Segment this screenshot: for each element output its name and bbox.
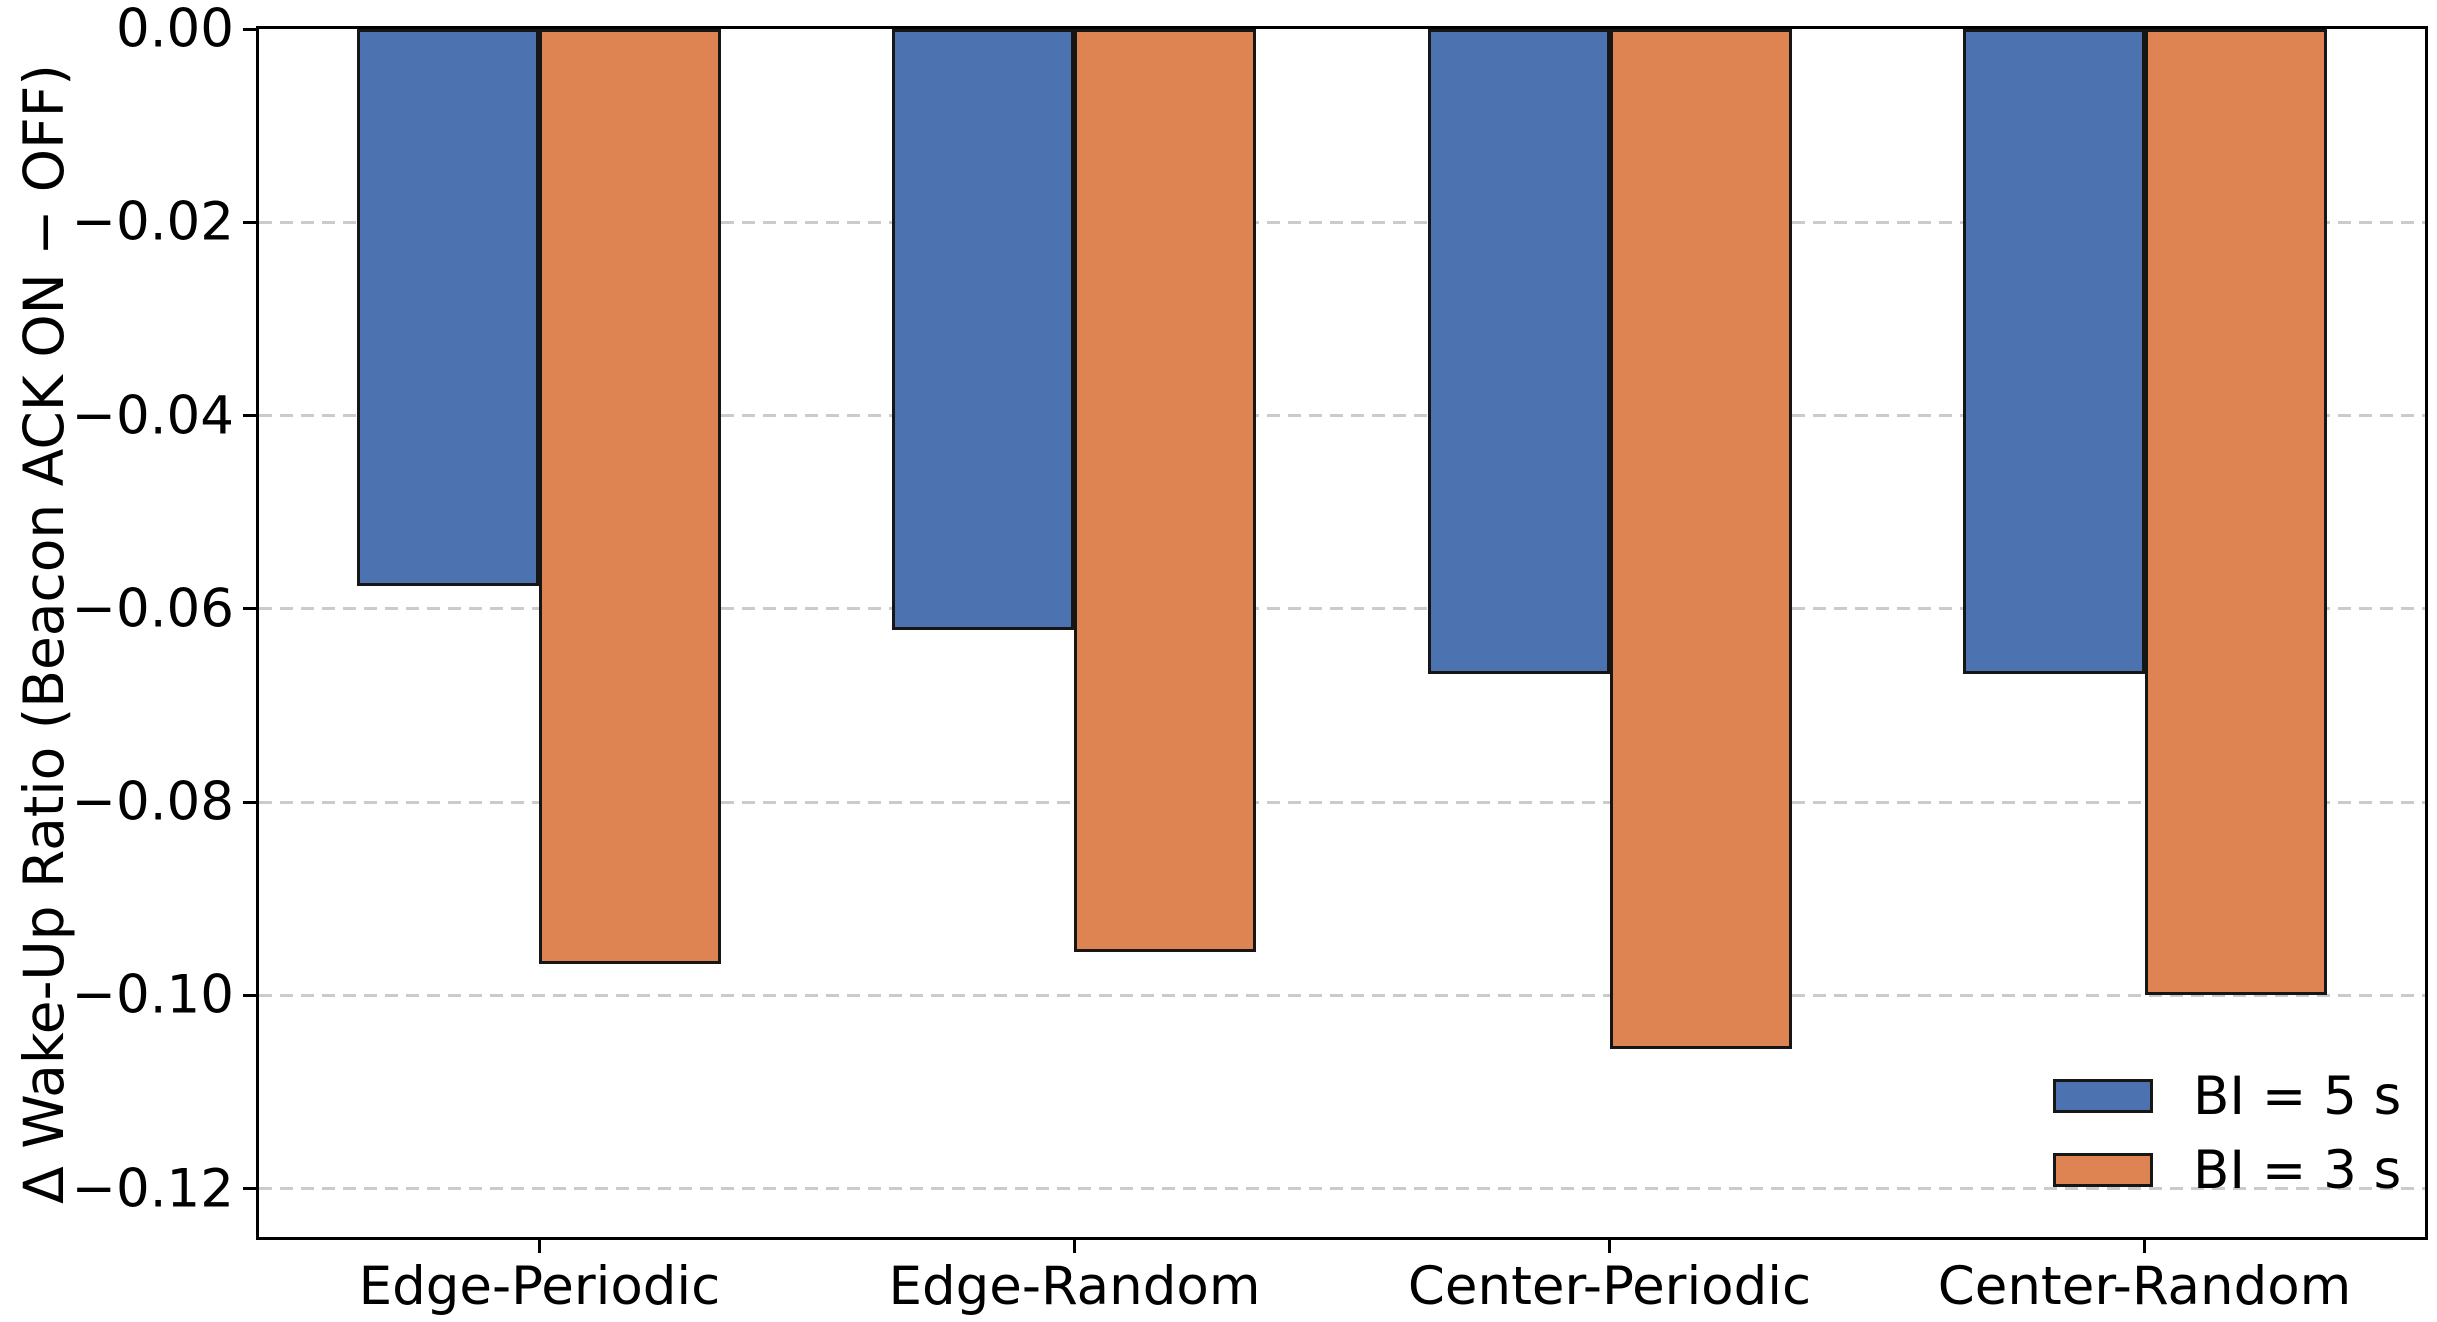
y-tick-label--0.04: −0.04 <box>71 385 234 447</box>
x-tick-label-edge-periodic: Edge-Periodic <box>358 1256 721 1317</box>
gridline--0.02 <box>259 220 2425 224</box>
legend: BI = 5 s BI = 3 s <box>2053 1059 2401 1207</box>
bar-bi-5-s-center-periodic <box>1428 29 1610 674</box>
y-tick-label--0.06: −0.06 <box>71 578 234 640</box>
gridline--0.06 <box>259 607 2425 611</box>
y-tick-mark--0.02 <box>243 220 256 224</box>
legend-label-bi-3-s: BI = 3 s <box>2193 1139 2402 1201</box>
legend-swatch-bi-3-s <box>2053 1153 2153 1187</box>
gridline--0.04 <box>259 414 2425 418</box>
y-tick-label--0.02: −0.02 <box>71 191 234 253</box>
y-tick-mark--0.08 <box>243 800 256 804</box>
gridline--0.12 <box>259 1187 2425 1191</box>
bar-bi-3-s-edge-periodic <box>539 29 721 964</box>
x-tick-mark-edge-periodic <box>537 1240 541 1253</box>
gridline--0.10 <box>259 993 2425 997</box>
y-tick-mark--0.12 <box>243 1187 256 1191</box>
legend-label-bi-5-s: BI = 5 s <box>2193 1065 2402 1127</box>
bar-bi-5-s-edge-random <box>892 29 1074 630</box>
y-tick-label--0.08: −0.08 <box>71 771 234 833</box>
bar-bi-5-s-center-random <box>1963 29 2145 674</box>
bar-bi-3-s-center-random <box>2145 29 2327 995</box>
y-tick-mark--0.10 <box>243 993 256 997</box>
plot-area: BI = 5 s BI = 3 s <box>256 26 2428 1240</box>
y-tick-mark--0.04 <box>243 414 256 418</box>
y-tick-mark-0.00 <box>243 27 256 31</box>
x-tick-mark-center-random <box>2143 1240 2146 1253</box>
legend-swatch-bi-5-s <box>2053 1079 2153 1113</box>
x-tick-label-center-random: Center-Random <box>1937 1256 2352 1317</box>
bar-bi-3-s-edge-random <box>1074 29 1256 952</box>
bar-bi-3-s-center-periodic <box>1610 29 1792 1049</box>
x-tick-label-center-periodic: Center-Periodic <box>1407 1256 1812 1317</box>
legend-row-bi-5-s: BI = 5 s <box>2053 1059 2401 1133</box>
x-tick-mark-center-periodic <box>1608 1240 1611 1253</box>
y-tick-label--0.10: −0.10 <box>71 964 234 1026</box>
y-tick-label-0.00: 0.00 <box>115 0 234 60</box>
x-tick-mark-edge-random <box>1072 1240 1076 1253</box>
y-tick-label--0.12: −0.12 <box>71 1158 234 1220</box>
legend-row-bi-3-s: BI = 3 s <box>2053 1133 2401 1207</box>
x-tick-label-edge-random: Edge-Random <box>888 1256 1261 1317</box>
y-tick-mark--0.06 <box>243 607 256 611</box>
bar-bi-5-s-edge-periodic <box>357 29 539 586</box>
gridline--0.08 <box>259 800 2425 804</box>
